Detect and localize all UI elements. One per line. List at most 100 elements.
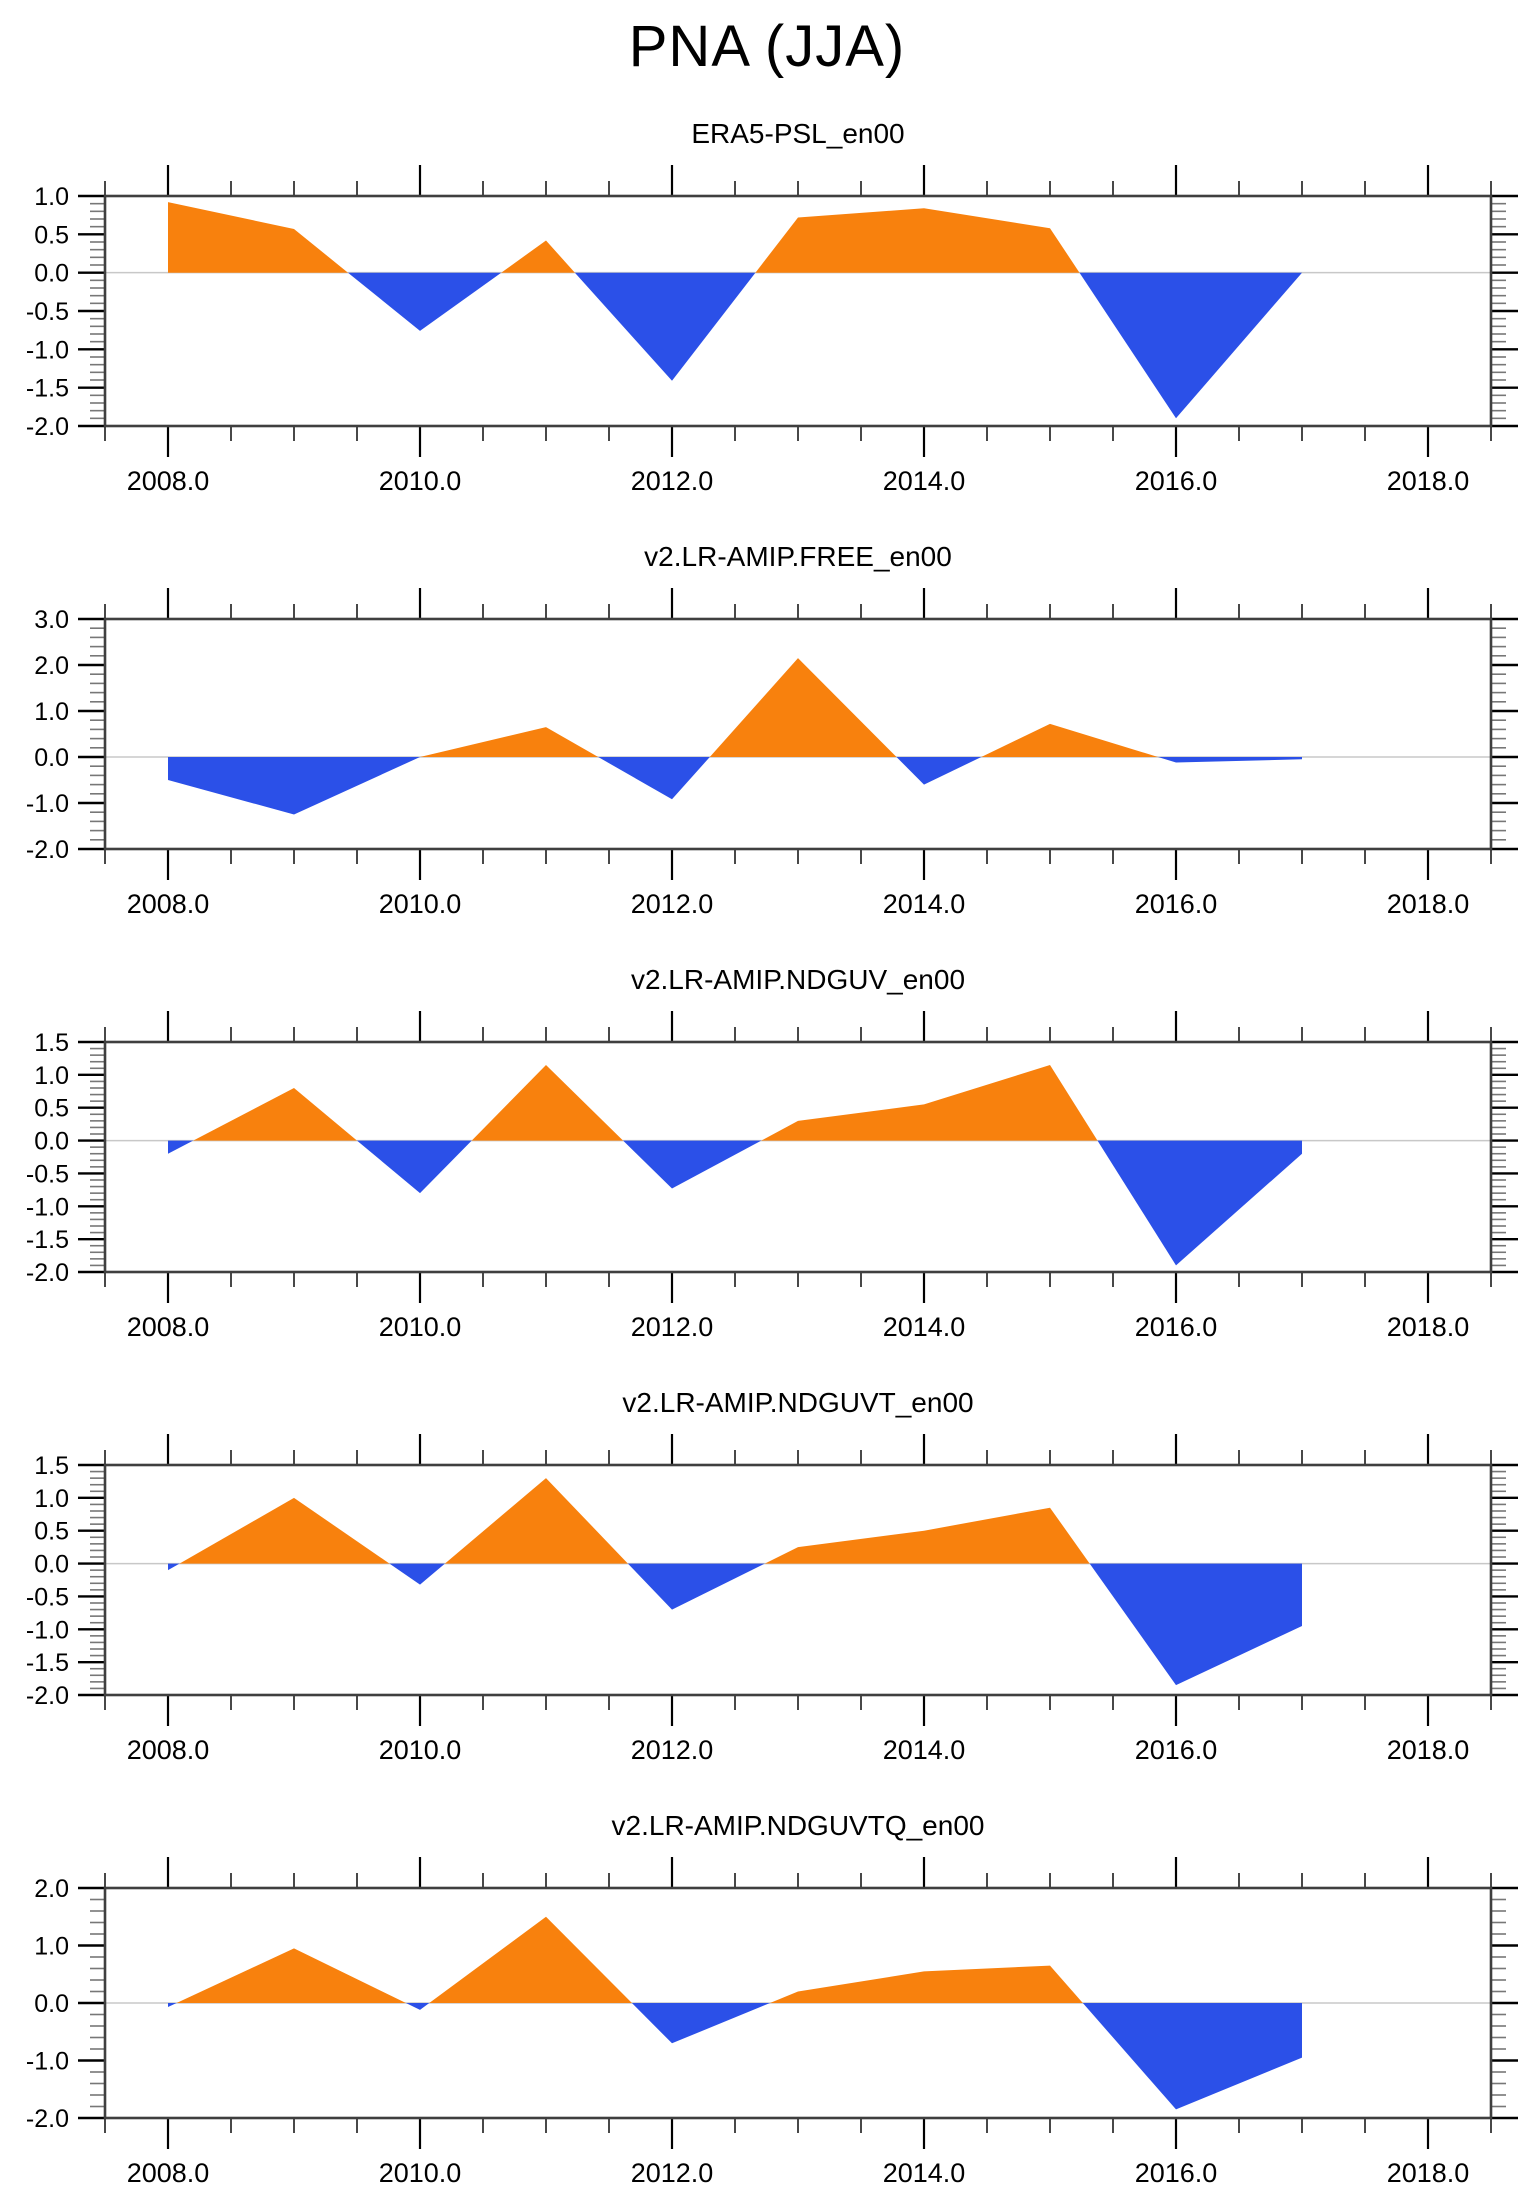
y-tick-label: 1.5 [34,1452,69,1480]
y-tick-label: -1.0 [26,1616,69,1644]
x-tick-label: 2012.0 [631,1735,714,1765]
negative-anomaly-area [357,1140,472,1194]
chart-canvas: 1.0 0.5 0.0 -0.5 -1.0 -1.5 -2.0 2008.0 2010.0 201… [26,165,1518,496]
x-tick-label: 2010.0 [379,466,462,496]
panel-title: ERA5-PSL_en00 [691,118,905,149]
chart-panel-era5: ERA5-PSL_en00 1.0 0.5 0.0 -0.5 -1.0 -1.5 -2.0 2… [0,117,1534,518]
y-tick-label: 0.5 [34,221,69,249]
chart-canvas: 3.0 2.0 1.0 0.0 -1.0 -2.0 2008.0 2010.0 2012.0 20… [26,588,1518,919]
positive-anomaly-area [176,1948,406,2003]
x-tick-label: 2016.0 [1135,2158,1218,2188]
chart-canvas: 2.0 1.0 0.0 -1.0 -2.0 2008.0 2010.0 2012.0 2014.… [26,1857,1518,2188]
y-tick-label: -0.5 [26,1160,69,1188]
panel-title: v2.LR-AMIP.NDGUV_en00 [630,964,966,995]
y-tick-label: -1.0 [26,336,69,364]
negative-anomaly-area [168,1563,180,1571]
x-tick-label: 2008.0 [127,1312,210,1342]
x-tick-label: 2012.0 [631,2158,714,2188]
y-tick-label: -0.5 [26,298,69,326]
panel-title: v2.LR-AMIP.NDGUVT_en00 [622,1387,974,1418]
negative-anomaly-area [627,1563,765,1610]
positive-anomaly-area [193,1088,357,1141]
y-tick-label: -1.5 [26,1649,69,1677]
negative-anomaly-area [348,272,502,331]
x-tick-label: 2018.0 [1387,1312,1470,1342]
axis-frame [103,1463,1493,1697]
axis-frame [103,617,1493,851]
y-tick-label: 0.0 [34,1128,69,1156]
negative-anomaly-area [598,757,710,800]
positive-anomaly-area [755,208,1080,273]
y-tick-label: -1.5 [26,375,69,403]
y-tick-label: -2.0 [26,1259,69,1287]
y-tick-label: -1.5 [26,1226,69,1254]
positive-anomaly-area [444,1478,628,1564]
x-tick-label: 2014.0 [883,2158,966,2188]
x-tick-label: 2014.0 [883,889,966,919]
positive-anomaly-area [981,723,1158,757]
x-tick-label: 2014.0 [883,466,966,496]
y-tick-label: -2.0 [26,1682,69,1710]
x-tick-label: 2010.0 [379,1735,462,1765]
x-tick-label: 2014.0 [883,1312,966,1342]
negative-anomaly-area [1097,1140,1302,1266]
panel-title: v2.LR-AMIP.FREE_en00 [644,541,952,572]
positive-anomaly-area [179,1497,390,1564]
y-tick-label: -1.0 [26,1193,69,1221]
y-tick-label: 1.0 [34,183,69,211]
y-tick-label: -0.5 [26,1583,69,1611]
negative-anomaly-area [389,1563,445,1585]
y-tick-label: 0.0 [34,1990,69,2018]
y-tick-label: -2.0 [26,836,69,864]
x-tick-label: 2016.0 [1135,1735,1218,1765]
y-tick-label: 0.0 [34,1551,69,1579]
x-tick-label: 2016.0 [1135,1312,1218,1342]
x-tick-label: 2012.0 [631,1312,714,1342]
y-tick-label: -1.0 [26,2048,69,2076]
x-tick-label: 2016.0 [1135,466,1218,496]
y-tick-label: 0.5 [34,1518,69,1546]
x-tick-label: 2008.0 [127,889,210,919]
page-title: PNA (JJA) [628,14,906,79]
x-tick-label: 2018.0 [1387,2158,1470,2188]
y-tick-label: -2.0 [26,2105,69,2133]
negative-anomaly-area [574,272,756,381]
positive-anomaly-area [168,202,348,273]
axis-frame [103,1886,1493,2120]
y-tick-label: 2.0 [34,1875,69,1903]
positive-anomaly-area [429,1916,632,2003]
x-tick-label: 2014.0 [883,1735,966,1765]
panel-title: v2.LR-AMIP.NDGUVTQ_en00 [611,1810,985,1841]
chart-panel-ndguv: v2.LR-AMIP.NDGUV_en00 1.5 1.0 0.5 0.0 -0.5 -1… [0,963,1534,1364]
x-tick-label: 2010.0 [379,889,462,919]
positive-anomaly-area [770,1965,1083,2003]
x-tick-label: 2018.0 [1387,466,1470,496]
y-tick-label: 1.0 [34,1933,69,1961]
x-tick-label: 2008.0 [127,2158,210,2188]
axis-frame [103,194,1493,428]
y-tick-label: 0.0 [34,744,69,772]
positive-anomaly-area [761,1065,1098,1141]
negative-anomaly-area [1158,757,1302,763]
axis-frame [103,1040,1493,1274]
y-tick-label: 3.0 [34,606,69,634]
negative-anomaly-area [405,2003,430,2010]
x-tick-label: 2010.0 [379,1312,462,1342]
x-tick-label: 2012.0 [631,889,714,919]
y-tick-label: 1.0 [34,1485,69,1513]
y-tick-label: -1.0 [26,790,69,818]
y-tick-label: 1.0 [34,698,69,726]
chart-panel-ndguvt: v2.LR-AMIP.NDGUVT_en00 1.5 1.0 0.5 0.0 -0.5 -… [0,1386,1534,1787]
x-tick-label: 2010.0 [379,2158,462,2188]
positive-anomaly-area [709,658,897,757]
chart-canvas: 1.5 1.0 0.5 0.0 -0.5 -1.0 -1.5 -2.0 2008.0 2010.0… [26,1011,1518,1342]
y-tick-label: 0.5 [34,1095,69,1123]
chart-panel-ndguvtq: v2.LR-AMIP.NDGUVTQ_en00 2.0 1.0 0.0 -1.0 -2.… [0,1809,1534,2210]
y-tick-label: -2.0 [26,413,69,441]
positive-anomaly-area [764,1507,1090,1564]
y-tick-label: 1.0 [34,1062,69,1090]
positive-anomaly-area [420,727,599,757]
y-tick-label: 2.0 [34,652,69,680]
y-tick-label: 1.5 [34,1029,69,1057]
